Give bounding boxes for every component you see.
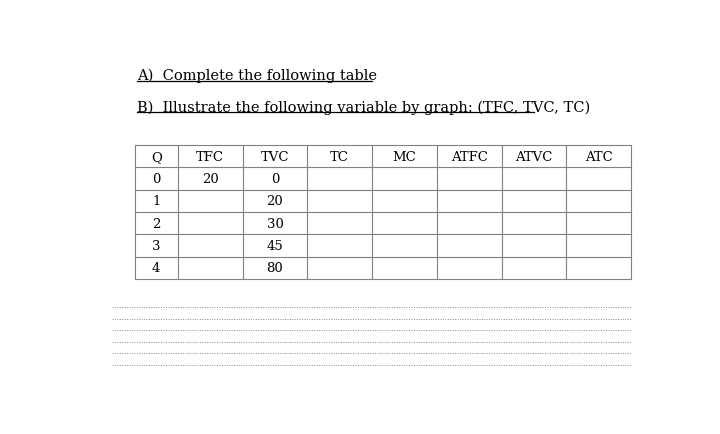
Text: Q: Q <box>150 150 162 163</box>
Text: ATVC: ATVC <box>516 150 553 163</box>
Text: TVC: TVC <box>261 150 289 163</box>
Text: MC: MC <box>392 150 416 163</box>
Text: ATFC: ATFC <box>451 150 487 163</box>
Text: 30: 30 <box>266 217 284 230</box>
Text: 45: 45 <box>266 240 284 253</box>
Text: 80: 80 <box>266 262 284 275</box>
Text: B)  Illustrate the following variable by graph: (TFC, TVC, TC): B) Illustrate the following variable by … <box>138 101 590 115</box>
Text: 2: 2 <box>152 217 161 230</box>
Text: 20: 20 <box>202 173 219 186</box>
Text: A)  Complete the following table: A) Complete the following table <box>138 69 377 83</box>
Text: 0: 0 <box>152 173 161 186</box>
Text: ATC: ATC <box>585 150 613 163</box>
Text: 0: 0 <box>271 173 279 186</box>
Text: 20: 20 <box>266 195 284 208</box>
Text: 3: 3 <box>152 240 161 253</box>
Text: 4: 4 <box>152 262 161 275</box>
Text: TC: TC <box>330 150 349 163</box>
Text: TFC: TFC <box>197 150 224 163</box>
Text: 1: 1 <box>152 195 161 208</box>
